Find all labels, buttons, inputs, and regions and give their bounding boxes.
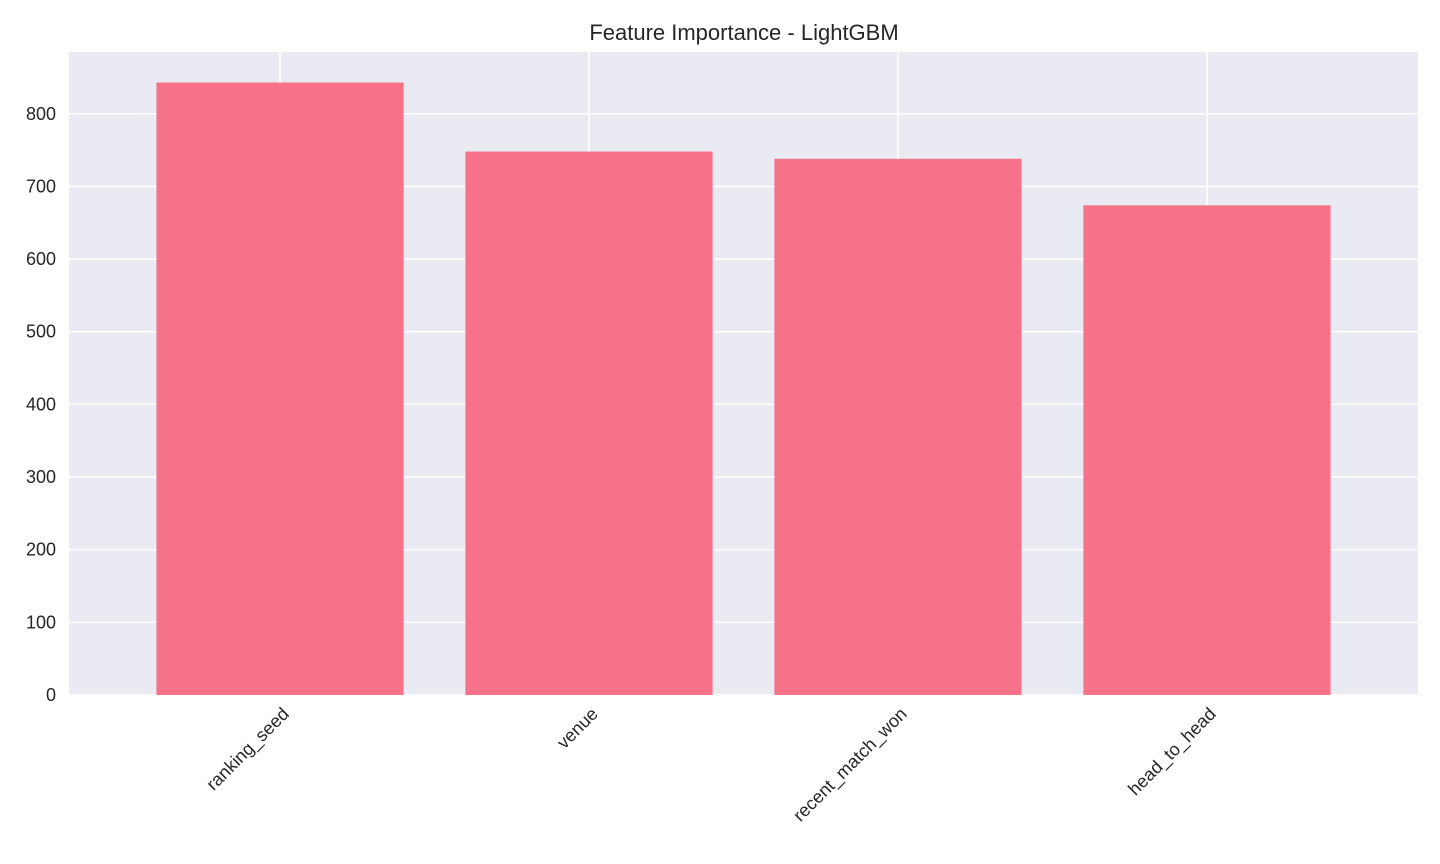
bar-ranking-seed [156,82,404,695]
y-tick-label: 600 [26,249,56,269]
x-axis-ticks: ranking_seed venue recent_match_won head_to… [202,704,1220,826]
y-axis-ticks: 0 100 200 300 400 500 600 700 800 [26,104,56,705]
x-tick-label: ranking_seed [202,704,293,795]
x-tick-label: recent_match_won [789,704,911,826]
y-tick-label: 200 [26,540,56,560]
chart-title: Feature Importance - LightGBM [589,20,898,45]
y-tick-label: 500 [26,322,56,342]
y-tick-label: 300 [26,467,56,487]
y-tick-label: 0 [46,685,56,705]
bar-recent-match-won [774,158,1022,695]
y-tick-label: 800 [26,104,56,124]
y-tick-label: 700 [26,176,56,196]
x-tick-label: head_to_head [1124,704,1220,800]
y-tick-label: 100 [26,612,56,632]
y-tick-label: 400 [26,394,56,414]
bar-venue [465,151,713,696]
bar-head-to-head [1083,205,1331,695]
x-tick-label: venue [553,704,602,753]
bars [156,82,1331,696]
